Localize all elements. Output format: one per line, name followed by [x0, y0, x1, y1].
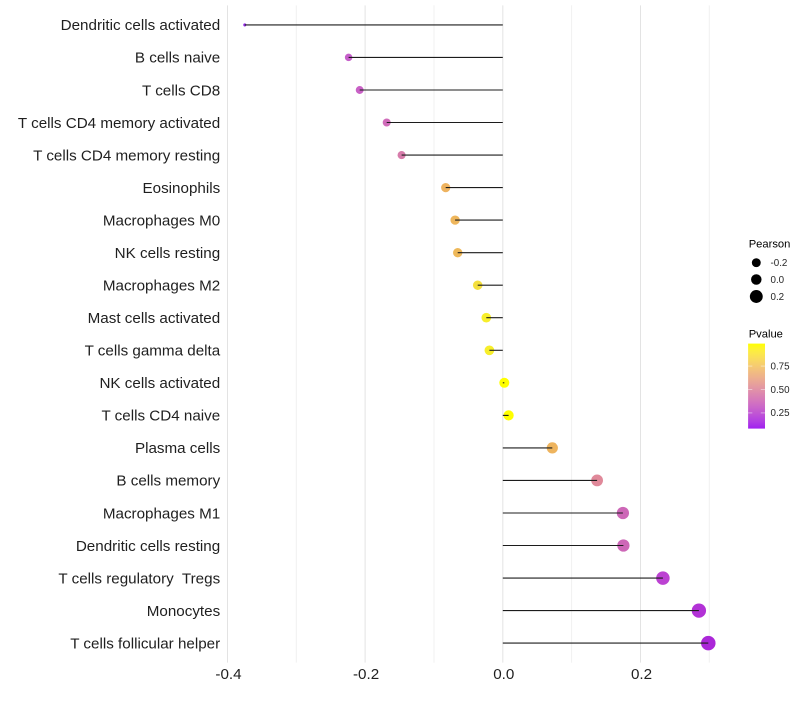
svg-text:T cells follicular helper: T cells follicular helper — [70, 635, 220, 652]
svg-text:B cells memory: B cells memory — [116, 473, 220, 490]
svg-text:T cells regulatory Tregs: T cells regulatory Tregs — [58, 570, 220, 587]
svg-text:B cells naive: B cells naive — [135, 50, 220, 67]
svg-text:T cells CD8: T cells CD8 — [142, 82, 220, 99]
svg-text:Pearson: Pearson — [749, 239, 791, 251]
svg-text:NK cells resting: NK cells resting — [115, 245, 221, 262]
svg-text:NK cells activated: NK cells activated — [99, 375, 220, 392]
svg-text:Macrophages M0: Macrophages M0 — [103, 212, 220, 229]
svg-text:T cells CD4 memory resting: T cells CD4 memory resting — [33, 147, 220, 164]
svg-text:0.75: 0.75 — [771, 361, 791, 372]
svg-text:0.0: 0.0 — [493, 666, 514, 683]
svg-text:-0.2: -0.2 — [353, 666, 379, 683]
svg-text:T cells CD4 naive: T cells CD4 naive — [101, 408, 220, 425]
svg-text:Eosinophils: Eosinophils — [143, 180, 221, 197]
svg-text:Monocytes: Monocytes — [147, 603, 221, 620]
svg-text:-0.2: -0.2 — [771, 258, 788, 269]
svg-text:Macrophages M1: Macrophages M1 — [103, 505, 220, 522]
svg-text:T cells gamma delta: T cells gamma delta — [85, 343, 221, 360]
svg-text:0.50: 0.50 — [771, 385, 791, 396]
svg-text:Plasma cells: Plasma cells — [135, 440, 221, 457]
svg-text:T cells CD4 memory activated: T cells CD4 memory activated — [18, 115, 220, 132]
svg-text:Mast cells activated: Mast cells activated — [88, 310, 221, 327]
svg-text:Dendritic cells resting: Dendritic cells resting — [76, 538, 220, 555]
svg-text:Pvalue: Pvalue — [749, 329, 783, 341]
svg-text:0.0: 0.0 — [771, 275, 785, 286]
svg-text:Macrophages M2: Macrophages M2 — [103, 278, 220, 295]
svg-text:0.2: 0.2 — [771, 292, 785, 303]
svg-text:0.2: 0.2 — [631, 666, 652, 683]
svg-text:-0.4: -0.4 — [215, 666, 241, 683]
svg-text:0.25: 0.25 — [771, 408, 791, 419]
svg-text:Dendritic cells activated: Dendritic cells activated — [61, 17, 221, 34]
